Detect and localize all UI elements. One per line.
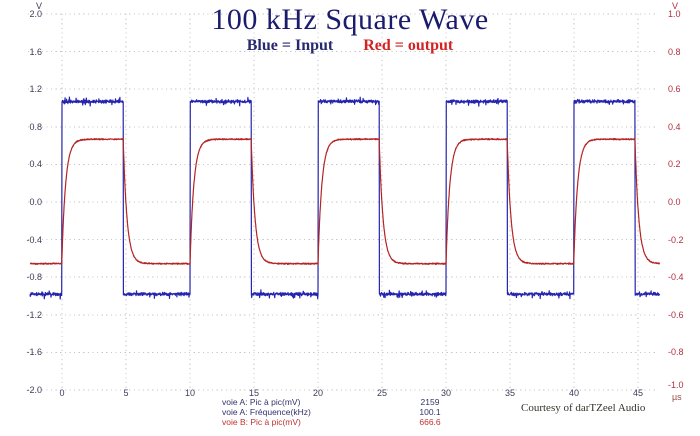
left-axis-tick: -2.0 [26,385,42,395]
x-axis-tick: 40 [568,388,579,398]
right-axis-tick: 0.2 [668,159,681,170]
measurement-readouts: voie A: Pic à pic(mV) 2159 voie A: Fréquen… [222,397,462,427]
right-axis-tick: -0.4 [668,272,684,283]
x-axis-tick: 45 [632,388,643,398]
right-axis-tick: 0.6 [668,84,681,95]
output-trace [29,137,661,265]
legend-output-label: Red = output [363,37,454,54]
left-axis-tick: 0.0 [29,197,42,207]
x-axis-tick: 35 [504,388,515,398]
left-axis-tick: 1.2 [29,84,42,95]
readout-label: voie A: Pic à pic(mV) [222,397,301,407]
left-axis-tick: 1.6 [29,46,42,57]
courtesy-note: Courtesy of darTZeel Audio [521,402,646,414]
right-axis-tick: -0.2 [668,234,684,245]
page-title: 100 kHz Square Wave [211,3,489,36]
x-axis-tick: 30 [440,388,451,398]
x-axis-tick: 5 [123,388,129,398]
left-axis-tick: 0.8 [29,121,42,132]
right-axis-tick: 1.0 [668,9,681,19]
left-axis-tick: 0.4 [29,159,42,170]
readout-row: voie A: Fréquence(kHz) 100.1 [222,407,462,417]
right-axis-tick: -0.6 [668,309,684,320]
right-axis-tick: 0.0 [668,197,681,207]
left-axis-tick: -1.6 [26,347,42,358]
x-axis-tick: 15 [248,388,259,398]
legend-input-label: Blue = Input [246,37,334,54]
left-axis-tick: -0.4 [26,234,42,245]
x-axis-tick: 20 [312,388,323,398]
x-axis-tick: 25 [376,388,387,398]
left-axis-unit: V [35,1,42,11]
right-axis-tick: 0.8 [668,46,681,57]
x-axis-tick: 10 [184,388,195,398]
grid-lines [28,13,658,391]
readout-row: voie A: Pic à pic(mV) 2159 [222,397,462,407]
readout-value: 100.1 [419,407,441,417]
readout-label: voie B: Pic à pic(mV) [222,417,301,427]
left-axis-tick: -0.8 [26,272,42,283]
readout-label: voie A: Fréquence(kHz) [222,407,311,417]
trace-legend: Blue = Input Red = output [0,37,700,55]
left-axis-tick: 2.0 [29,9,42,19]
right-axis-tick: -0.8 [668,347,684,358]
right-axis-unit: V [672,1,679,11]
right-axis-tick: -1.0 [668,380,684,390]
left-axis-tick: -1.2 [26,309,42,320]
x-axis-unit: µs [672,392,682,402]
readout-value: 2159 [420,397,440,407]
readout-row: voie B: Pic à pic(mV) 666.6 [222,417,462,427]
readout-value: 666.6 [419,417,441,427]
right-axis-tick: 0.4 [668,121,681,132]
x-axis-tick: 0 [59,388,65,398]
input-trace [29,96,661,300]
